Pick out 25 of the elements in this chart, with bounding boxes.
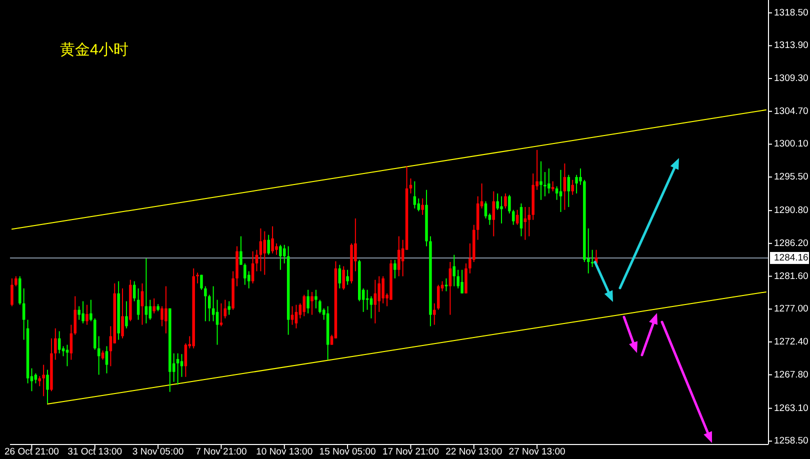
- x-tick-label: 7 Nov 21:00: [196, 446, 247, 458]
- y-tick-label: 1313.90: [774, 40, 808, 52]
- ref-line-label: 1284.16: [774, 252, 808, 264]
- y-tick-label: 1304.70: [774, 106, 808, 117]
- y-tick-label: 1309.30: [774, 73, 808, 84]
- x-tick-label: 17 Nov 21:00: [382, 446, 439, 458]
- y-tick-label: 1300.10: [774, 138, 808, 150]
- x-tick-label: 10 Nov 13:00: [256, 446, 313, 458]
- x-tick-label: 15 Nov 05:00: [319, 446, 376, 458]
- x-tick-label: 31 Oct 13:00: [68, 446, 122, 458]
- y-tick-label: 1286.20: [774, 238, 808, 249]
- y-tick-label: 1267.80: [774, 369, 808, 380]
- y-tick-label: 1290.80: [774, 205, 808, 216]
- y-tick-label: 1295.50: [774, 172, 808, 183]
- x-tick-label: 27 Nov 13:00: [508, 446, 566, 458]
- y-tick-label: 1277.00: [774, 304, 808, 315]
- y-tick-label: 1272.40: [774, 336, 808, 348]
- y-tick-label: 1318.50: [774, 7, 808, 18]
- y-tick-label: 1281.60: [774, 270, 808, 282]
- x-tick-label: 3 Nov 05:00: [132, 446, 184, 458]
- text: 黄金4小时: [60, 42, 128, 58]
- y-tick-label: 1258.50: [774, 436, 808, 447]
- x-tick-label: 22 Nov 13:00: [446, 446, 502, 458]
- x-tick-label: 26 Oct 21:00: [4, 446, 59, 458]
- y-tick-label: 1263.10: [774, 402, 808, 414]
